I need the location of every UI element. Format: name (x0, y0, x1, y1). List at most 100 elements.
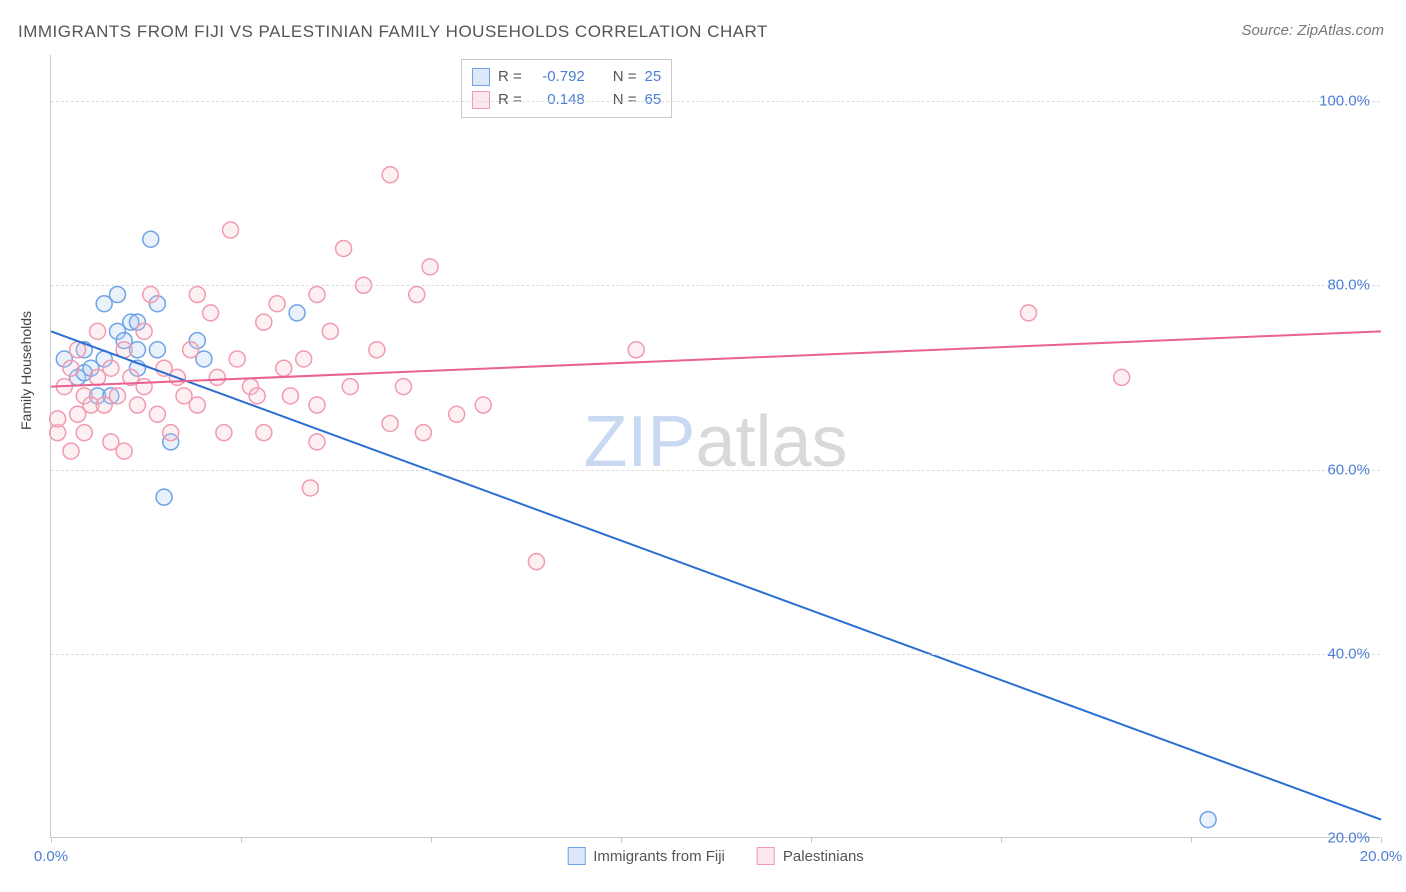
scatter-point (409, 287, 425, 303)
scatter-point (309, 397, 325, 413)
y-axis-label: Family Households (18, 311, 34, 430)
scatter-point (415, 425, 431, 441)
scatter-point (1200, 812, 1216, 828)
scatter-point (475, 397, 491, 413)
correlation-legend: R = -0.792 N = 25 R = 0.148 N = 65 (461, 59, 672, 118)
legend-r-value: 0.148 (530, 89, 585, 112)
trend-line (51, 331, 1381, 386)
x-tick (51, 837, 52, 843)
scatter-point (249, 388, 265, 404)
x-tick (1191, 837, 1192, 843)
scatter-point (382, 415, 398, 431)
legend-swatch (472, 68, 490, 86)
scatter-point (189, 287, 205, 303)
scatter-point (528, 554, 544, 570)
y-tick-label: 80.0% (1327, 277, 1370, 294)
scatter-point (209, 369, 225, 385)
scatter-point (163, 425, 179, 441)
scatter-point (302, 480, 318, 496)
scatter-point (276, 360, 292, 376)
scatter-point (342, 379, 358, 395)
scatter-point (1114, 369, 1130, 385)
scatter-point (143, 287, 159, 303)
legend-row: R = 0.148 N = 65 (472, 89, 661, 112)
scatter-point (50, 411, 66, 427)
gridline-h (51, 470, 1380, 471)
chart-title: IMMIGRANTS FROM FIJI VS PALESTINIAN FAMI… (18, 22, 768, 42)
scatter-point (189, 397, 205, 413)
y-tick-label: 40.0% (1327, 645, 1370, 662)
scatter-point (136, 379, 152, 395)
x-tick (1381, 837, 1382, 843)
legend-row: R = -0.792 N = 25 (472, 66, 661, 89)
x-tick (621, 837, 622, 843)
y-tick-label: 100.0% (1319, 93, 1370, 110)
legend-n-label: N = (613, 89, 637, 112)
x-tick-label: 20.0% (1360, 848, 1403, 865)
scatter-point (256, 314, 272, 330)
legend-r-label: R = (498, 66, 522, 89)
scatter-point (322, 323, 338, 339)
x-tick (241, 837, 242, 843)
x-tick-label: 0.0% (34, 848, 68, 865)
legend-n-value: 25 (645, 66, 662, 89)
legend-series-name: Palestinians (783, 848, 864, 865)
scatter-point (110, 388, 126, 404)
series-legend: Immigrants from Fiji Palestinians (567, 847, 864, 865)
scatter-point (116, 443, 132, 459)
legend-swatch (567, 847, 585, 865)
scatter-point (382, 167, 398, 183)
scatter-point (110, 287, 126, 303)
y-tick-label: 60.0% (1327, 461, 1370, 478)
legend-r-label: R = (498, 89, 522, 112)
scatter-point (256, 425, 272, 441)
scatter-point (156, 489, 172, 505)
gridline-h (51, 654, 1380, 655)
scatter-point (449, 406, 465, 422)
scatter-point (1021, 305, 1037, 321)
scatter-point (336, 240, 352, 256)
gridline-h (51, 285, 1380, 286)
legend-n-label: N = (613, 66, 637, 89)
scatter-point (149, 406, 165, 422)
plot-area: ZIPatlas R = -0.792N = 25R = 0.148N = 65… (50, 55, 1380, 838)
scatter-point (63, 443, 79, 459)
scatter-point (63, 360, 79, 376)
source-credit: Source: ZipAtlas.com (1241, 22, 1384, 39)
scatter-point (309, 287, 325, 303)
scatter-point (369, 342, 385, 358)
scatter-point (203, 305, 219, 321)
scatter-point (422, 259, 438, 275)
scatter-point (309, 434, 325, 450)
scatter-point (282, 388, 298, 404)
scatter-point (103, 360, 119, 376)
legend-swatch (472, 91, 490, 109)
scatter-point (395, 379, 411, 395)
scatter-point (129, 397, 145, 413)
y-tick-label: 20.0% (1327, 830, 1370, 847)
x-tick (431, 837, 432, 843)
scatter-point (143, 231, 159, 247)
gridline-h (51, 101, 1380, 102)
scatter-point (628, 342, 644, 358)
scatter-point (223, 222, 239, 238)
scatter-point (149, 342, 165, 358)
scatter-point (269, 296, 285, 312)
scatter-point (216, 425, 232, 441)
scatter-point (90, 323, 106, 339)
scatter-point (229, 351, 245, 367)
legend-series-name: Immigrants from Fiji (593, 848, 725, 865)
scatter-point (296, 351, 312, 367)
scatter-point (183, 342, 199, 358)
legend-item: Palestinians (757, 847, 864, 865)
legend-n-value: 65 (645, 89, 662, 112)
legend-item: Immigrants from Fiji (567, 847, 725, 865)
scatter-svg (51, 55, 1381, 838)
x-tick (811, 837, 812, 843)
legend-swatch (757, 847, 775, 865)
scatter-point (76, 425, 92, 441)
x-tick (1001, 837, 1002, 843)
scatter-point (289, 305, 305, 321)
legend-r-value: -0.792 (530, 66, 585, 89)
trend-line (51, 331, 1381, 819)
